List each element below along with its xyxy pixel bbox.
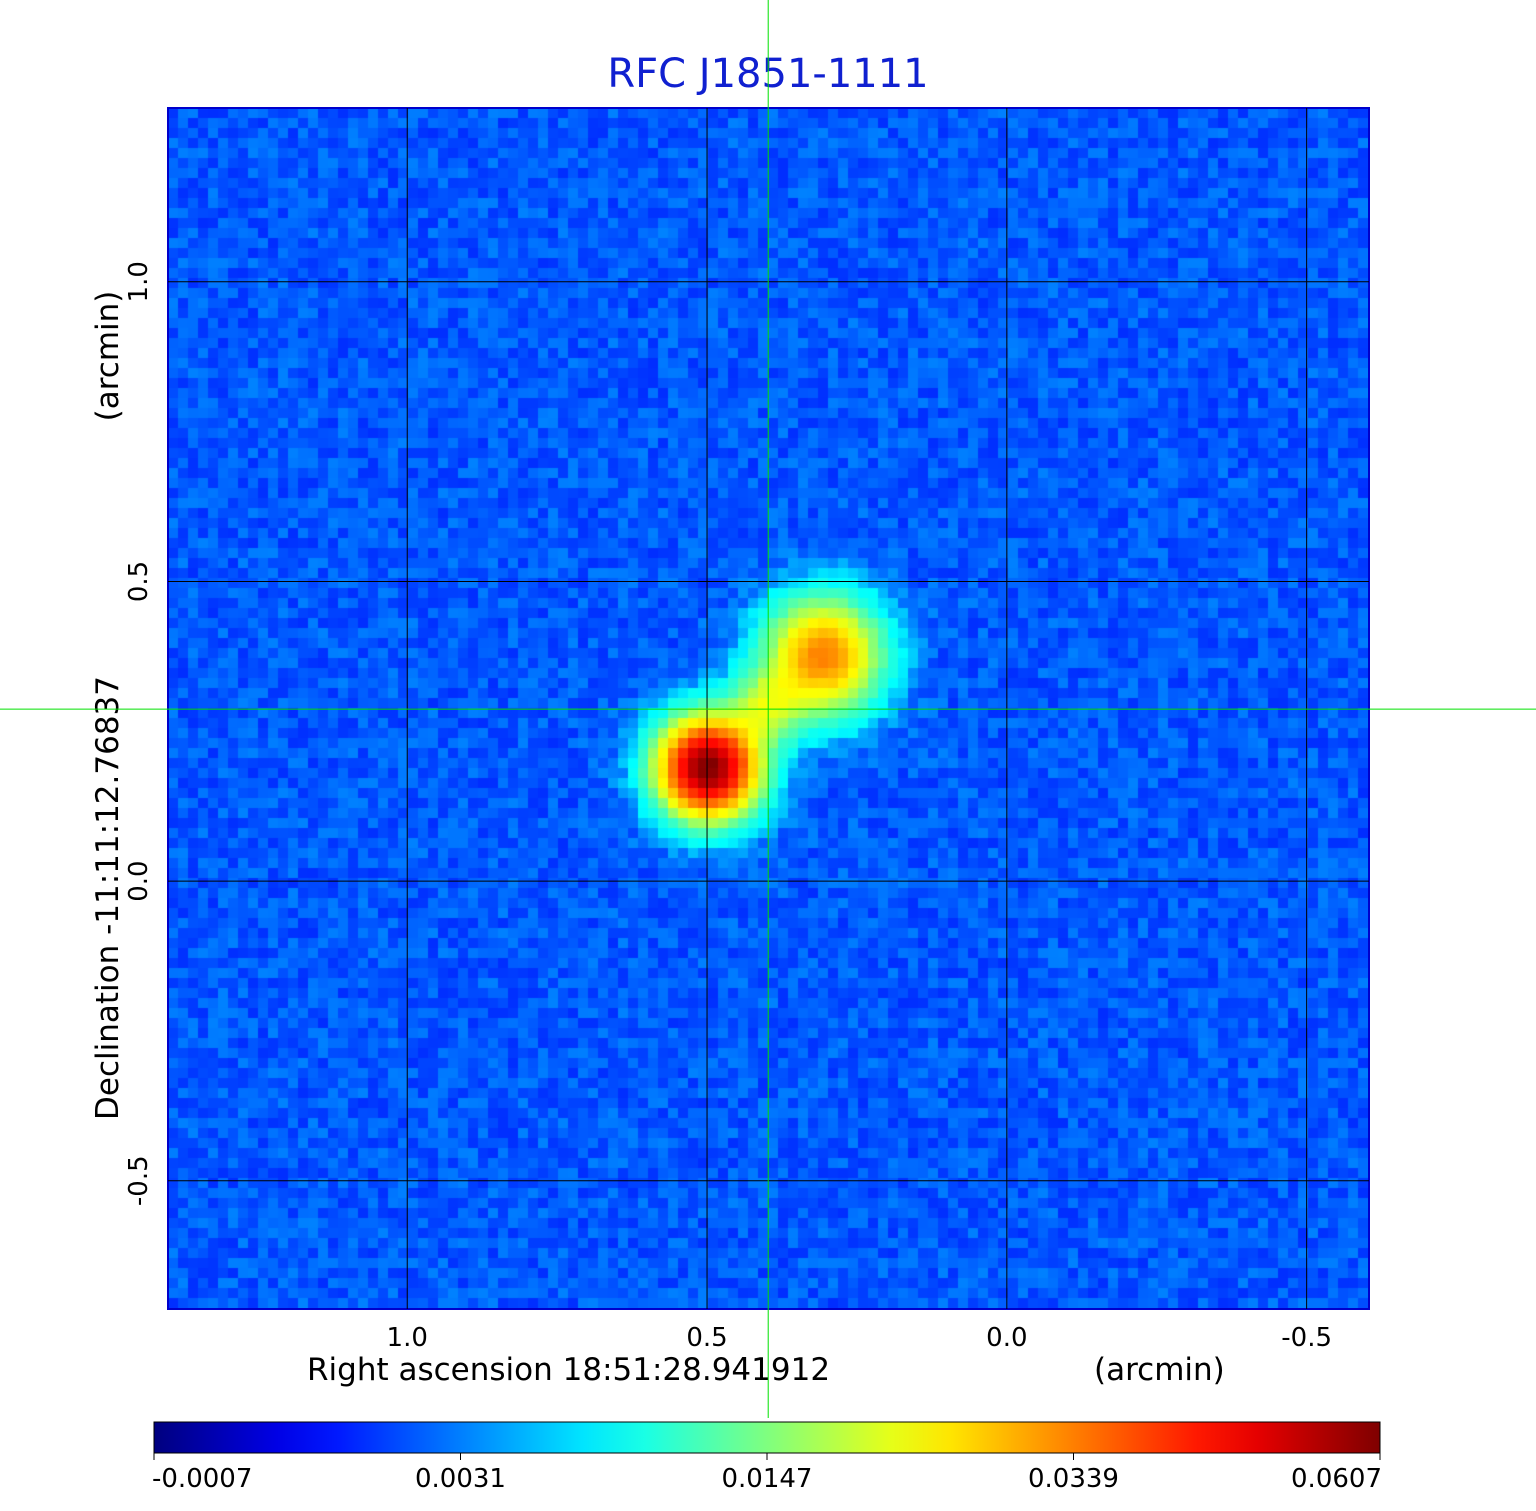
x-axis-label: Right ascension 18:51:28.941912 <box>307 1352 830 1388</box>
colorbar-tick-labels: -0.0007 0.0031 0.0147 0.0339 0.0607 <box>152 1453 1382 1494</box>
x-tick-label: 0.0 <box>986 1323 1027 1353</box>
x-tick-label: -0.5 <box>1281 1323 1332 1353</box>
colorbar-tick-label: 0.0147 <box>722 1464 813 1494</box>
colorbar-tick-label: 0.0607 <box>1291 1464 1382 1494</box>
x-tick-labels: 1.0 0.5 0.0 -0.5 <box>387 1323 1332 1353</box>
colorbar-tick-label: 0.0339 <box>1028 1464 1119 1494</box>
y-tick-label: -0.5 <box>124 1155 154 1206</box>
colorbar-tick-label: 0.0031 <box>415 1464 506 1494</box>
y-tick-label: 1.0 <box>124 261 154 302</box>
y-axis-unit: (arcmin) <box>90 291 126 422</box>
colorbar: -0.0007 0.0031 0.0147 0.0339 0.0607 <box>152 1421 1382 1494</box>
y-tick-labels: 1.0 0.5 0.0 -0.5 <box>124 261 154 1206</box>
y-axis-label: Declination -11:11:12.76837 <box>90 676 126 1120</box>
colorbar-strip <box>153 1421 1381 1454</box>
x-axis-unit: (arcmin) <box>1094 1352 1225 1388</box>
x-tick-label: 0.5 <box>686 1323 727 1353</box>
y-tick-label: 0.0 <box>124 860 154 901</box>
y-tick-label: 0.5 <box>124 561 154 602</box>
crosshair <box>0 0 1536 1418</box>
colorbar-tick-label: -0.0007 <box>152 1464 252 1494</box>
x-tick-label: 1.0 <box>387 1323 428 1353</box>
